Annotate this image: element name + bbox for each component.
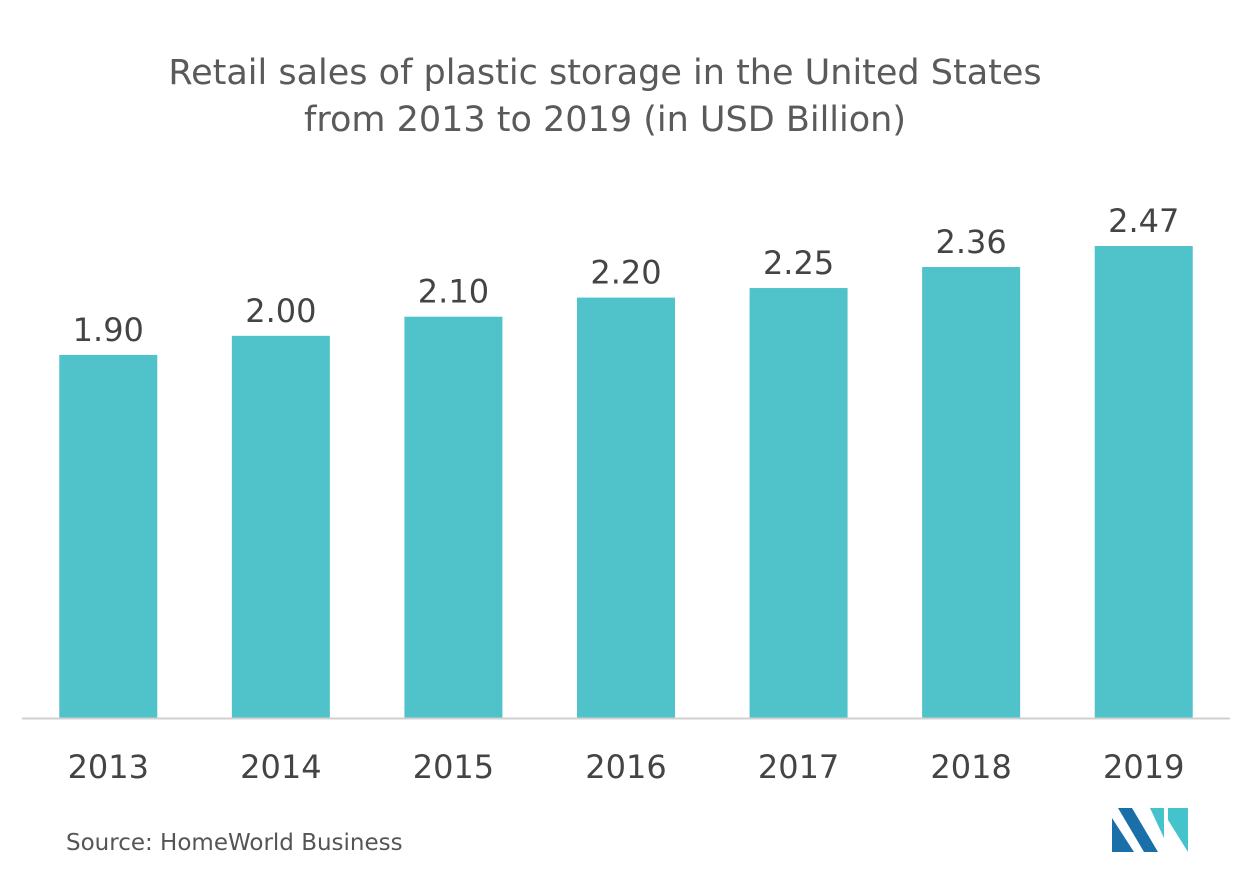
logo-shape-left (1112, 818, 1134, 852)
data-label-2018: 2.36 (936, 223, 1007, 261)
bar-2015 (404, 316, 503, 718)
bar-2016 (577, 297, 675, 718)
bar-2019 (1094, 246, 1193, 718)
data-label-2014: 2.00 (245, 292, 316, 330)
chart-title-line-2: from 2013 to 2019 (in USD Billion) (304, 100, 906, 140)
data-label-2015: 2.10 (418, 273, 489, 311)
x-tick-label-2016: 2016 (585, 748, 666, 786)
bar-2018 (922, 267, 1021, 718)
logo-shape-mid-dark (1118, 808, 1158, 852)
brand-logo-icon (1112, 808, 1188, 852)
logo-shape-right (1168, 808, 1188, 852)
data-label-2019: 2.47 (1108, 202, 1179, 240)
data-label-2017: 2.25 (763, 244, 834, 282)
data-label-2013: 1.90 (73, 311, 144, 349)
source-note: Source: HomeWorld Business (66, 830, 403, 856)
x-tick-label-2013: 2013 (68, 748, 149, 786)
data-label-2016: 2.20 (590, 254, 661, 292)
chart-title-line-1: Retail sales of plastic storage in the U… (168, 53, 1042, 93)
x-tick-label-2014: 2014 (240, 748, 321, 786)
bar-2014 (231, 335, 330, 718)
logo-shape-mid-light (1150, 808, 1164, 838)
bar-2013 (59, 354, 158, 718)
x-tick-label-2015: 2015 (413, 748, 494, 786)
x-tick-label-2017: 2017 (758, 748, 839, 786)
x-tick-label-2019: 2019 (1103, 748, 1184, 786)
bar-2017 (749, 288, 848, 718)
chart-title: Retail sales of plastic storage in the U… (0, 50, 1210, 144)
x-tick-label-2018: 2018 (930, 748, 1011, 786)
